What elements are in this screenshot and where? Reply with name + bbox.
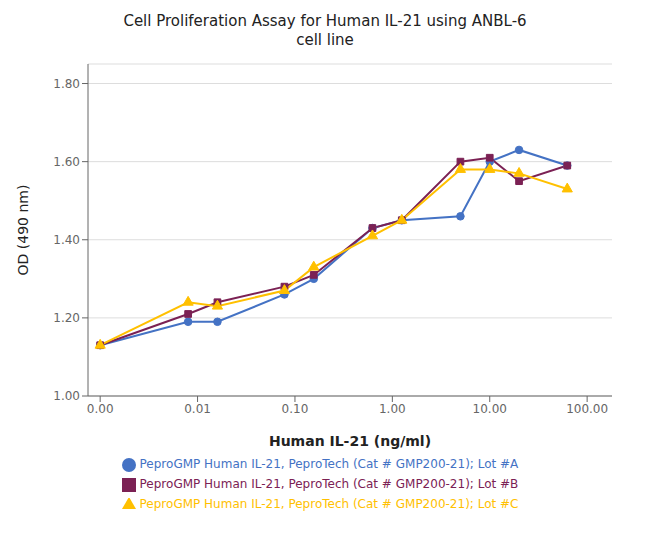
svg-text:1.00: 1.00 — [379, 402, 406, 416]
html-text:Cell Proliferation Assay for H: Cell Proliferation Assay for Human IL-21… — [123, 12, 527, 30]
svg-text:1.20: 1.20 — [53, 311, 80, 325]
html-text:PeproGMP Human IL-21, PeproTec: PeproGMP Human IL-21, PeproTech (Cat # G… — [139, 457, 519, 471]
svg-text:100.00: 100.00 — [566, 402, 608, 416]
svg-text:1.00: 1.00 — [53, 389, 80, 403]
svg-text:0.01: 0.01 — [184, 402, 211, 416]
svg-text:Human IL-21 (ng/ml): Human IL-21 (ng/ml) — [269, 433, 431, 449]
svg-text:OD (490 nm): OD (490 nm) — [15, 185, 31, 276]
html-text:PeproGMP Human IL-21, PeproTec: PeproGMP Human IL-21, PeproTech (Cat # G… — [139, 477, 519, 491]
svg-text:10.00: 10.00 — [473, 402, 507, 416]
svg-text:0.00: 0.00 — [87, 402, 114, 416]
svg-text:1.60: 1.60 — [53, 155, 80, 169]
svg-text:1.40: 1.40 — [53, 233, 80, 247]
svg-text:1.80: 1.80 — [53, 77, 80, 91]
svg-text:0.10: 0.10 — [282, 402, 309, 416]
html-text:cell line: cell line — [296, 31, 354, 49]
html-text:PeproGMP Human IL-21, PeproTec: PeproGMP Human IL-21, PeproTech (Cat # G… — [139, 497, 519, 511]
